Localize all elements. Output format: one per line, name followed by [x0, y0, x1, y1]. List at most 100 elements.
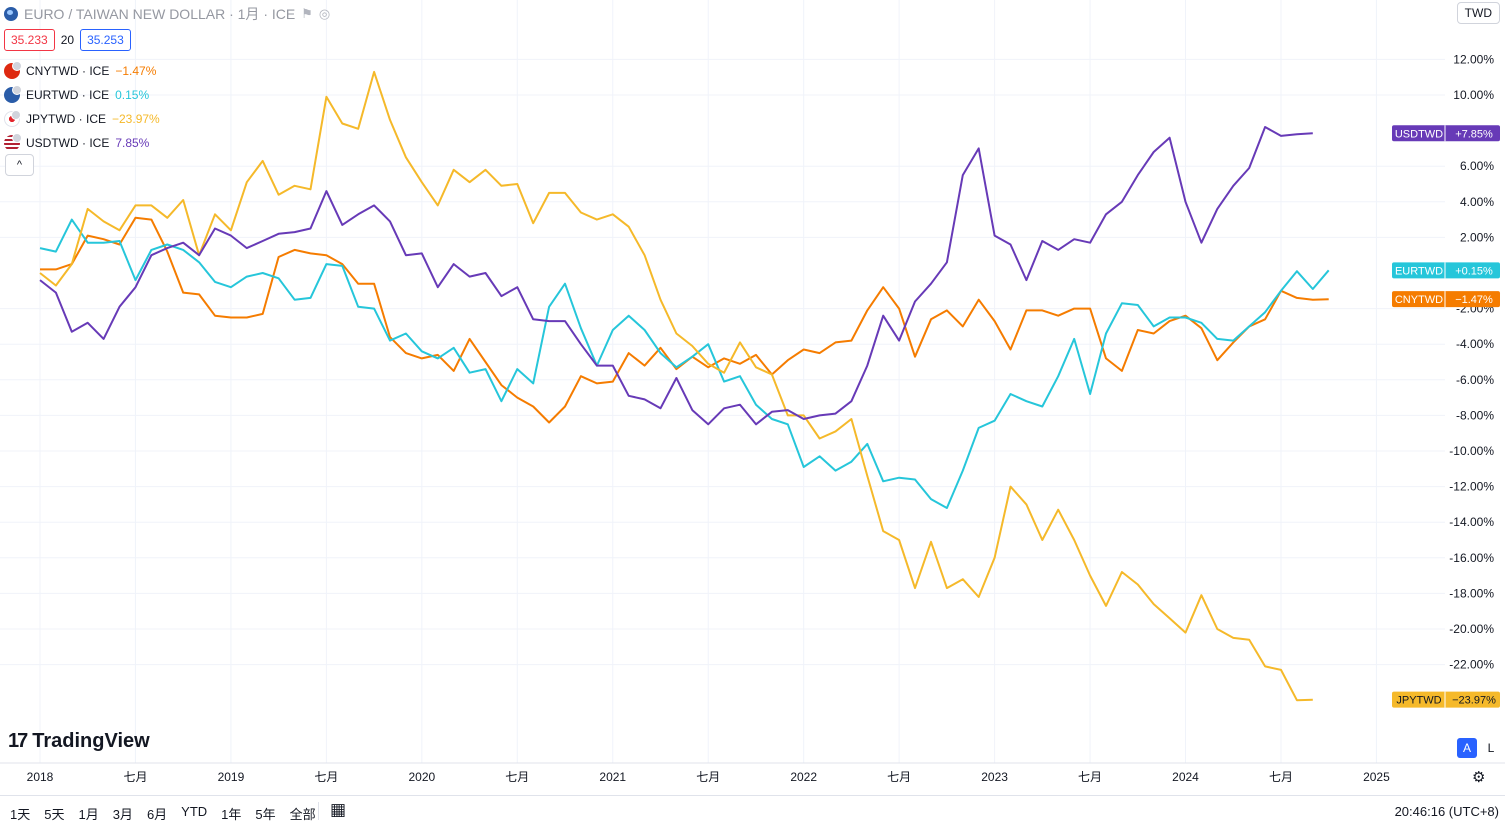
series-lines — [39, 70, 1330, 702]
series-line-jpytwd[interactable] — [39, 70, 1313, 702]
x-axis[interactable]: 2018 七月 2019 七月 2020 七月 2021 七月 2022 七月 2023 七月 2024… — [0, 762, 1505, 784]
tradingview-wordmark: TradingView — [32, 730, 150, 752]
legend-change: 7.85% — [115, 136, 150, 150]
flag-icon[interactable]: ⚑ — [301, 6, 313, 21]
tradingview-mark-icon: 17 — [8, 730, 28, 752]
last-label-eurtwd: EURTWD +0.15% — [1392, 262, 1500, 279]
y-tick-label: -8.00% — [1456, 408, 1494, 422]
y-tick-label: -14.00% — [1449, 515, 1494, 529]
x-tick-label: 2025 — [1363, 770, 1390, 784]
range-button-3[interactable]: 3月 — [112, 807, 133, 822]
legend-symbol: EURTWD · ICE — [26, 88, 110, 102]
y-axis[interactable]: 12.00%10.00%6.00%4.00%2.00%-2.00%-4.00%-… — [1449, 52, 1494, 671]
currency-button[interactable]: TWD — [1456, 2, 1500, 24]
last-label-usdtwd: USDTWD +7.85% — [1392, 125, 1500, 142]
range-button-5[interactable]: YTD — [181, 804, 208, 819]
eye-hidden-icon[interactable]: ◎ — [318, 6, 331, 21]
x-tick-label: 七月 — [123, 770, 147, 784]
divider — [318, 802, 319, 820]
y-tick-label: -16.00% — [1449, 551, 1494, 565]
x-tick-label: 七月 — [1078, 770, 1102, 784]
legend-item-eurtwd[interactable]: EURTWD · ICE 0.15% — [4, 83, 160, 107]
log-scale-button[interactable]: L — [1481, 738, 1501, 758]
legend-item-usdtwd[interactable]: USDTWD · ICE 7.85% — [4, 131, 160, 155]
legend-symbol: USDTWD · ICE — [26, 136, 110, 150]
legend-change: 0.15% — [115, 88, 150, 102]
flag-us-icon — [4, 133, 22, 151]
symbol-header[interactable]: EURO / TAIWAN NEW DOLLAR · 1月 · ICE ⚑ ◎ — [4, 4, 330, 24]
legend-change: −1.47% — [115, 64, 157, 78]
x-tick-label: 七月 — [696, 770, 720, 784]
y-tick-label: -4.00% — [1456, 337, 1494, 351]
range-selector: 1天 5天 1月 3月 6月 YTD 1年 5年 全部 — [10, 804, 330, 823]
range-button-7[interactable]: 5年 — [255, 807, 276, 822]
x-tick-label: 2022 — [790, 770, 817, 784]
timezone-clock[interactable]: 20:46:16 (UTC+8) — [1394, 804, 1499, 819]
y-tick-label: 4.00% — [1460, 195, 1494, 209]
x-tick-label: 七月 — [505, 770, 529, 784]
bottom-toolbar: 1天 5天 1月 3月 6月 YTD 1年 5年 全部 ▦ 20:46:16 (UTC+8) — [0, 795, 1505, 827]
y-tick-label: 10.00% — [1453, 88, 1494, 102]
series-line-usdtwd[interactable] — [39, 126, 1313, 426]
last-label-name: USDTWD — [1395, 128, 1443, 140]
last-label-value: −23.97% — [1452, 695, 1496, 707]
x-tick-label: 七月 — [887, 770, 911, 784]
legend-change: −23.97% — [112, 112, 160, 126]
ask-price[interactable]: 35.253 — [80, 29, 131, 51]
x-tick-label: 2021 — [599, 770, 626, 784]
last-label-value: +7.85% — [1455, 128, 1493, 140]
flag-eu-icon — [4, 85, 22, 103]
y-tick-label: -12.00% — [1449, 480, 1494, 494]
last-label-name: EURTWD — [1395, 265, 1443, 277]
last-label-jpytwd: JPYTWD −23.97% — [1392, 691, 1500, 708]
legend-item-jpytwd[interactable]: JPYTWD · ICE −23.97% — [4, 107, 160, 131]
x-tick-label: 七月 — [314, 770, 338, 784]
last-label-cnytwd: CNYTWD −1.47% — [1392, 291, 1500, 308]
chevron-up-icon: ^ — [16, 159, 23, 171]
series-line-cnytwd[interactable] — [40, 216, 1329, 424]
last-value-labels: CNYTWD −1.47% EURTWD +0.15% JPYTWD −23.97% USD… — [1392, 125, 1500, 708]
last-label-value: +0.15% — [1455, 265, 1493, 277]
legend: CNYTWD · ICE −1.47% EURTWD · ICE 0.15% J… — [4, 59, 160, 155]
grid — [0, 0, 1445, 763]
flag-cn-icon — [4, 61, 22, 79]
range-button-6[interactable]: 1年 — [221, 807, 242, 822]
y-tick-label: 12.00% — [1453, 52, 1494, 66]
y-tick-label: -20.00% — [1449, 622, 1494, 636]
y-tick-label: -6.00% — [1456, 373, 1494, 387]
legend-symbol: JPYTWD · ICE — [26, 112, 106, 126]
auto-scale-button[interactable]: A — [1457, 738, 1477, 758]
x-tick-label: 2018 — [27, 770, 54, 784]
legend-item-cnytwd[interactable]: CNYTWD · ICE −1.47% — [4, 59, 160, 83]
globe-icon — [4, 7, 18, 21]
symbol-title[interactable]: EURO / TAIWAN NEW DOLLAR · 1月 · ICE — [24, 6, 296, 22]
bid-price[interactable]: 35.233 — [4, 29, 55, 51]
range-button-4[interactable]: 6月 — [146, 807, 168, 822]
last-label-value: −1.47% — [1455, 294, 1493, 306]
x-tick-label: 七月 — [1269, 770, 1293, 784]
y-tick-label: -10.00% — [1449, 444, 1494, 458]
spread-value: 20 — [60, 33, 75, 47]
quote-row: 35.233 20 35.253 — [4, 29, 131, 51]
tradingview-logo[interactable]: 17 TradingView — [8, 730, 150, 753]
x-tick-label: 2023 — [981, 770, 1008, 784]
range-button-8[interactable]: 全部 — [289, 807, 316, 822]
last-label-name: CNYTWD — [1395, 294, 1443, 306]
flag-jp-icon — [4, 110, 21, 127]
series-line-eurtwd[interactable] — [39, 218, 1330, 509]
legend-symbol: CNYTWD · ICE — [26, 64, 110, 78]
y-tick-label: 6.00% — [1460, 159, 1494, 173]
y-tick-label: -22.00% — [1449, 658, 1494, 672]
last-label-name: JPYTWD — [1396, 695, 1441, 707]
range-button-1[interactable]: 5天 — [44, 807, 65, 822]
x-tick-label: 2024 — [1172, 770, 1199, 784]
range-button-2[interactable]: 1月 — [78, 807, 99, 822]
collapse-legend-button[interactable]: ^ — [5, 154, 34, 176]
y-tick-label: -18.00% — [1449, 586, 1494, 600]
settings-gear-icon[interactable]: ⚙ — [1472, 769, 1486, 786]
x-tick-label: 2020 — [408, 770, 435, 784]
calendar-icon[interactable]: ▦ — [330, 800, 347, 819]
y-tick-label: 2.00% — [1460, 230, 1494, 244]
range-button-0[interactable]: 1天 — [10, 807, 31, 822]
chart-canvas[interactable]: 12.00%10.00%6.00%4.00%2.00%-2.00%-4.00%-… — [0, 0, 1505, 795]
